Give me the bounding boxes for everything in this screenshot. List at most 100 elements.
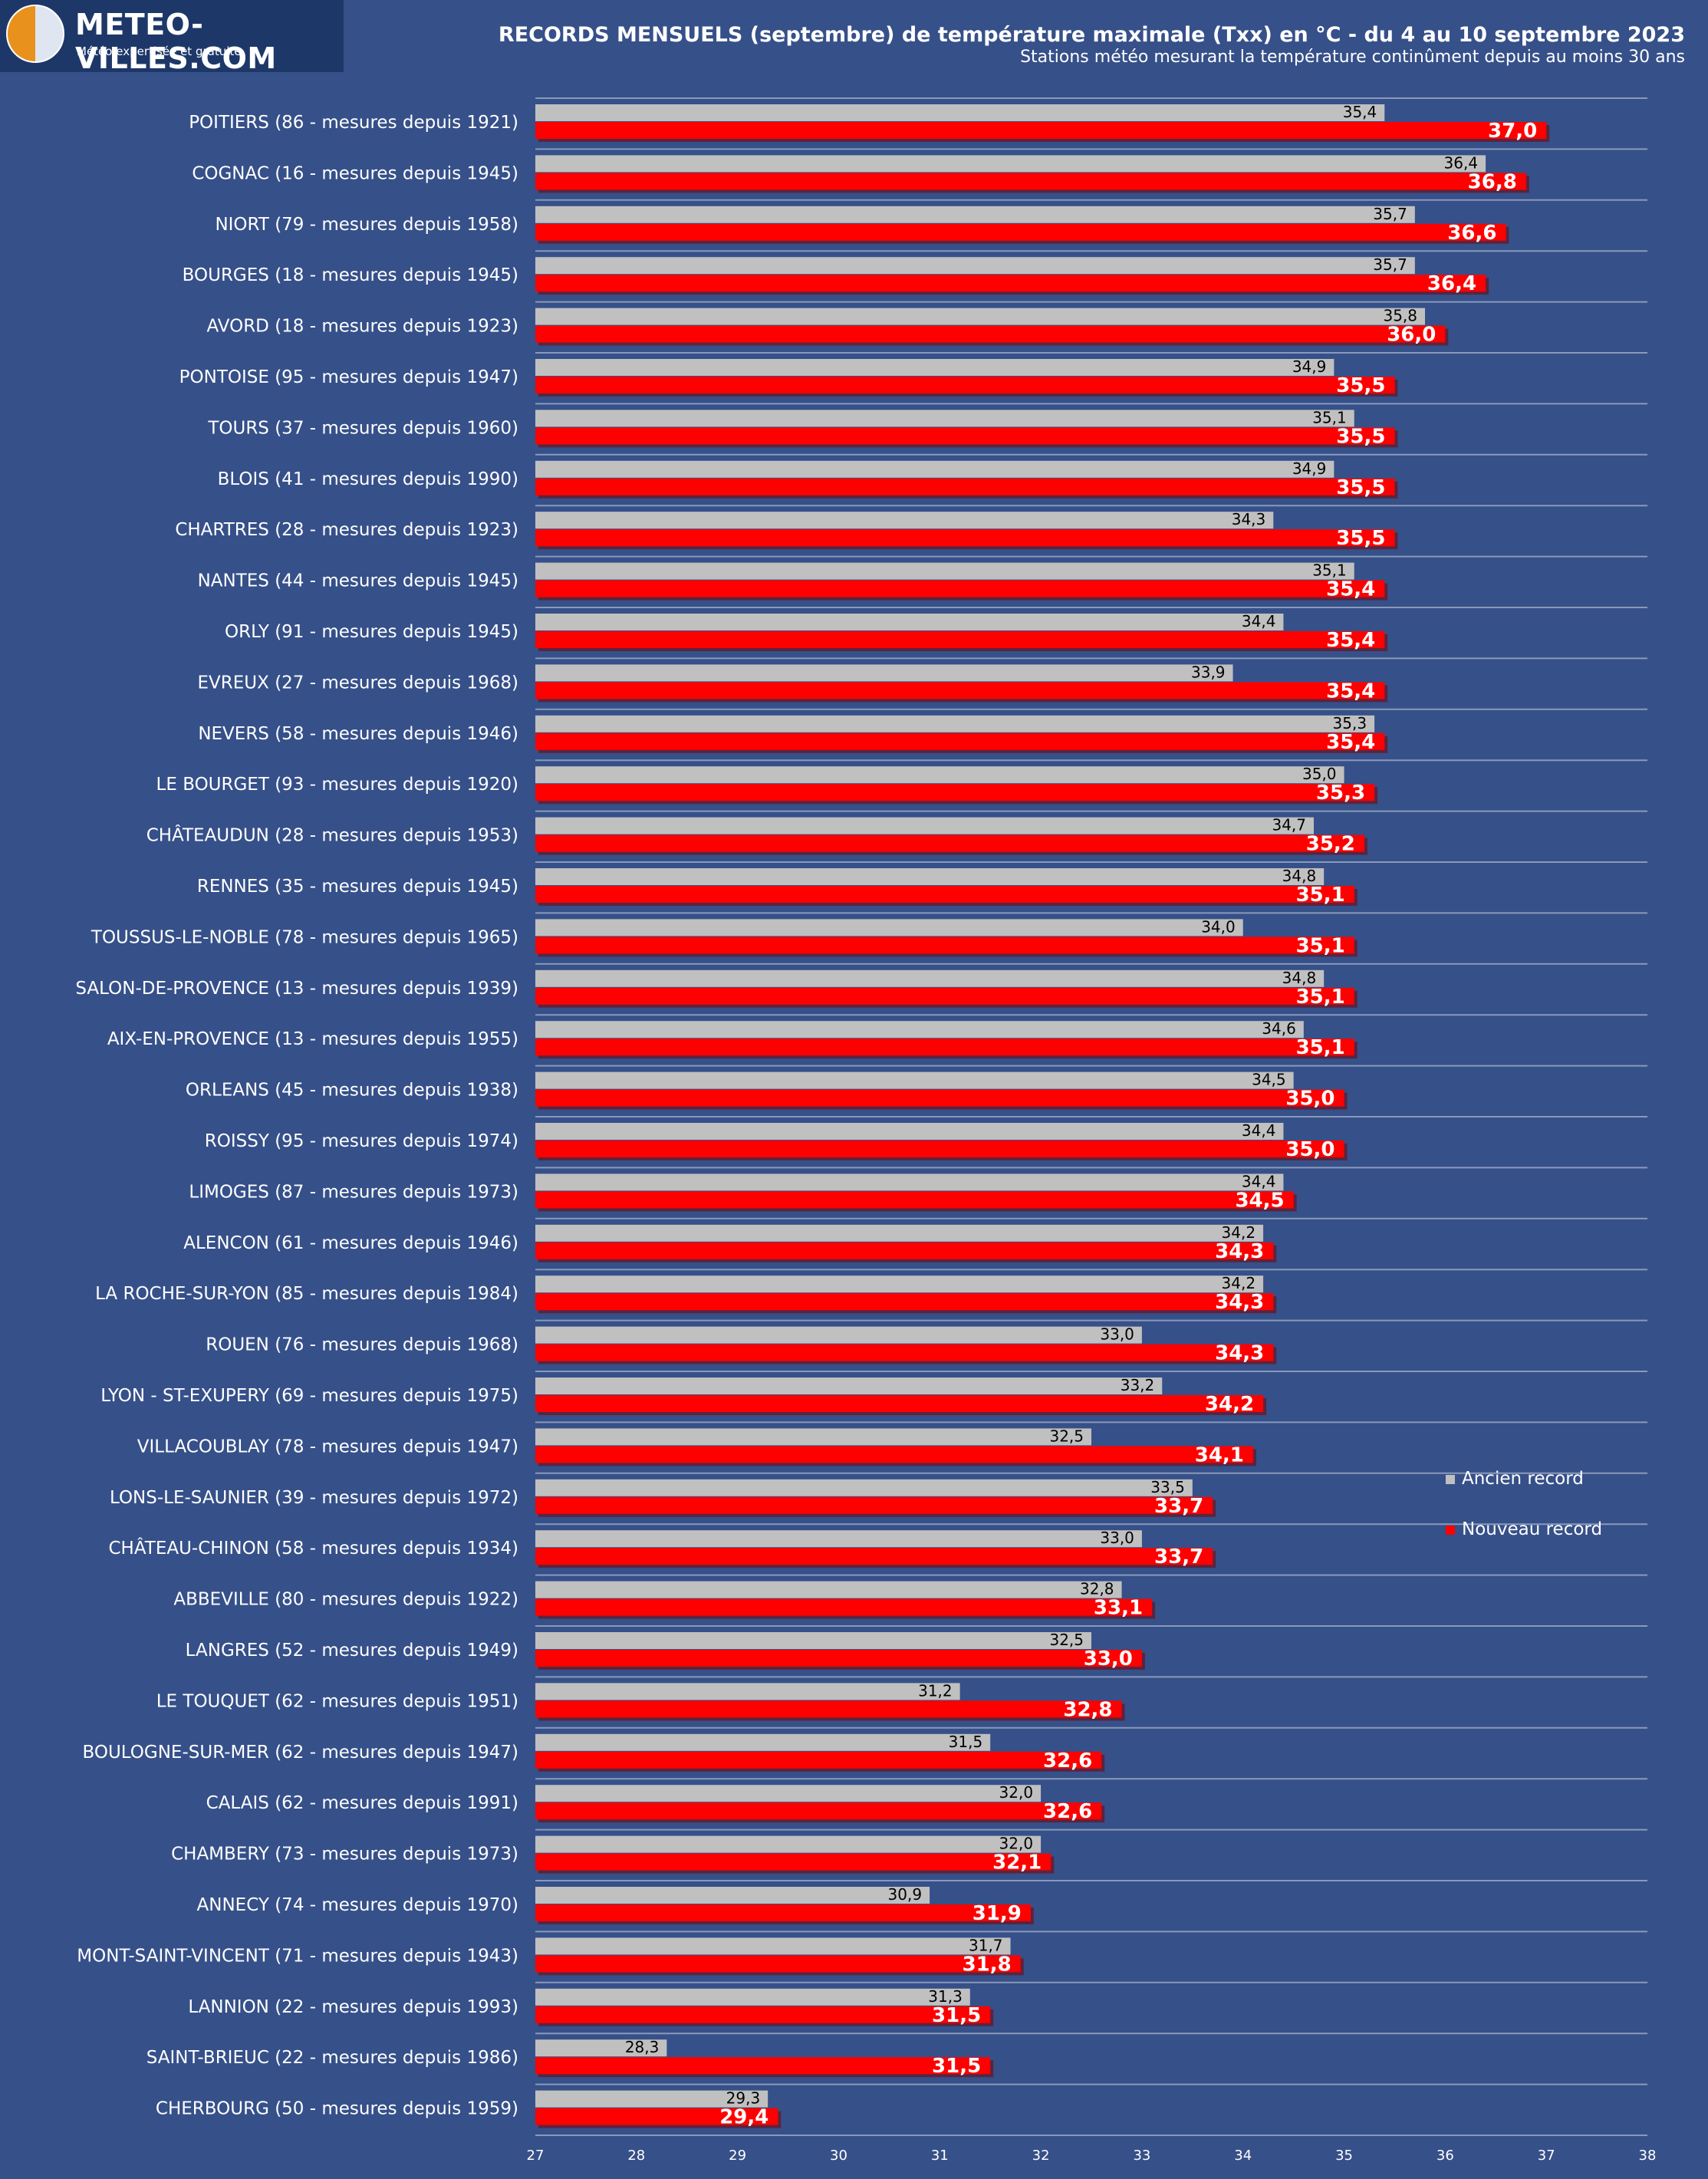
category-label: LE BOURGET (93 - mesures depuis 1920) <box>156 775 518 795</box>
new-record-value-label: 35,1 <box>1296 884 1345 907</box>
category-label: CHÂTEAUDUN (28 - mesures depuis 1953) <box>146 825 518 846</box>
category-label: LONS-LE-SAUNIER (39 - mesures depuis 197… <box>110 1488 518 1508</box>
new-record-value-label: 33,1 <box>1094 1597 1143 1620</box>
old-record-value-label: 35,8 <box>1383 307 1417 325</box>
new-record-bar <box>535 936 1354 954</box>
new-record-bar <box>535 1904 1031 1921</box>
new-record-bar <box>535 580 1385 597</box>
old-record-value-label: 35,0 <box>1302 765 1337 783</box>
old-record-value-label: 34,0 <box>1201 917 1236 936</box>
logo-emblem-icon <box>6 5 64 63</box>
new-record-value-label: 35,2 <box>1306 833 1355 856</box>
category-label: ORLEANS (45 - mesures depuis 1938) <box>186 1081 518 1101</box>
old-record-bar <box>535 1326 1142 1344</box>
old-record-bar <box>535 512 1274 529</box>
category-label: ANNECY (74 - mesures depuis 1970) <box>197 1895 518 1915</box>
new-record-value-label: 35,5 <box>1336 425 1385 448</box>
old-record-value-label: 35,7 <box>1373 255 1407 274</box>
new-record-bar <box>535 529 1395 547</box>
old-record-value-label: 33,0 <box>1100 1325 1134 1344</box>
new-record-bar <box>535 1496 1213 1514</box>
new-record-bar <box>535 784 1375 801</box>
old-record-value-label: 35,7 <box>1373 205 1407 223</box>
old-record-bar <box>535 1785 1042 1802</box>
old-record-bar <box>535 817 1314 834</box>
x-tick-label: 36 <box>1436 2148 1454 2164</box>
old-record-value-label: 36,4 <box>1444 153 1479 172</box>
new-record-bar <box>535 325 1446 343</box>
logo-tagline: Météo expertisée et gratuite <box>77 44 242 58</box>
new-record-bar <box>535 1598 1153 1616</box>
chart-title: RECORDS MENSUELS (septembre) de températ… <box>498 23 1685 47</box>
old-record-value-label: 30,9 <box>888 1885 923 1904</box>
new-record-value-label: 37,0 <box>1488 120 1537 143</box>
new-record-bar <box>535 1955 1021 1973</box>
old-record-bar <box>535 1835 1042 1853</box>
old-record-bar <box>535 1275 1264 1293</box>
old-record-value-label: 31,3 <box>928 1987 963 2006</box>
x-tick-label: 28 <box>627 2148 645 2164</box>
logo: METEO-VILLES.COM Météo expertisée et gra… <box>0 0 344 75</box>
old-record-bar <box>535 1937 1011 1955</box>
new-record-bar <box>535 2108 778 2125</box>
old-record-value-label: 35,1 <box>1312 408 1347 426</box>
category-label: ABBEVILLE (80 - mesures depuis 1922) <box>173 1590 518 1610</box>
legend-label-new-record: Nouveau record <box>1462 1519 1602 1539</box>
category-label: POITIERS (86 - mesures depuis 1921) <box>189 113 518 133</box>
new-record-bar <box>535 1293 1274 1311</box>
new-record-value-label: 31,9 <box>972 1902 1022 1925</box>
category-label: EVREUX (27 - mesures depuis 1968) <box>198 673 518 693</box>
category-label: LANGRES (52 - mesures depuis 1949) <box>186 1641 518 1661</box>
old-record-bar <box>535 1071 1294 1089</box>
category-label: SALON-DE-PROVENCE (13 - mesures depuis 1… <box>75 979 518 999</box>
new-record-value-label: 36,6 <box>1447 222 1496 245</box>
new-record-bar <box>535 1191 1294 1209</box>
category-label: NANTES (44 - mesures depuis 1945) <box>198 571 518 591</box>
new-record-bar <box>535 275 1486 292</box>
new-record-value-label: 33,7 <box>1154 1545 1203 1568</box>
old-record-bar <box>535 614 1284 630</box>
new-record-bar <box>535 377 1395 393</box>
category-label: CALAIS (62 - mesures depuis 1991) <box>206 1793 518 1813</box>
old-record-value-label: 32,8 <box>1080 1580 1114 1598</box>
old-record-bar <box>535 1378 1163 1394</box>
old-record-value-label: 34,2 <box>1222 1223 1256 1242</box>
old-record-bar <box>535 969 1325 987</box>
category-label: PONTOISE (95 - mesures depuis 1947) <box>179 367 518 387</box>
old-record-bar <box>535 1428 1091 1446</box>
legend-swatch-old-record <box>1446 1475 1455 1484</box>
new-record-value-label: 35,4 <box>1326 731 1375 754</box>
new-record-value-label: 35,4 <box>1326 680 1375 703</box>
old-record-bar <box>535 104 1385 121</box>
new-record-bar <box>535 223 1506 241</box>
new-record-value-label: 33,7 <box>1154 1495 1203 1518</box>
new-record-value-label: 36,8 <box>1468 170 1517 193</box>
new-record-value-label: 35,5 <box>1336 476 1385 499</box>
new-record-bar <box>535 1751 1102 1769</box>
old-record-value-label: 34,7 <box>1272 816 1306 834</box>
old-record-bar <box>535 460 1334 478</box>
old-record-value-label: 32,0 <box>999 1783 1034 1802</box>
x-tick-label: 37 <box>1538 2148 1555 2164</box>
category-label: SAINT-BRIEUC (22 - mesures depuis 1986) <box>146 2048 518 2068</box>
old-record-bar <box>535 1123 1284 1140</box>
x-tick-label: 27 <box>527 2148 545 2164</box>
x-tick-label: 32 <box>1032 2148 1050 2164</box>
category-label: ROUEN (76 - mesures depuis 1968) <box>206 1335 518 1355</box>
old-record-bar <box>535 308 1425 325</box>
category-label: BLOIS (41 - mesures depuis 1990) <box>218 469 518 489</box>
new-record-value-label: 35,4 <box>1326 629 1375 652</box>
old-record-bar <box>535 2090 768 2108</box>
old-record-value-label: 34,9 <box>1292 357 1327 376</box>
new-record-bar <box>535 732 1385 750</box>
new-record-value-label: 35,1 <box>1296 934 1345 957</box>
new-record-bar <box>535 631 1385 648</box>
old-record-value-label: 32,0 <box>999 1835 1034 1853</box>
category-label: LIMOGES (87 - mesures depuis 1973) <box>189 1182 518 1202</box>
old-record-bar <box>535 766 1344 784</box>
old-record-value-label: 33,0 <box>1100 1529 1134 1547</box>
legend-label-old-record: Ancien record <box>1462 1469 1584 1489</box>
legend-swatch-new-record <box>1446 1526 1455 1535</box>
new-record-bar <box>535 1446 1253 1463</box>
new-record-bar <box>535 1802 1102 1820</box>
